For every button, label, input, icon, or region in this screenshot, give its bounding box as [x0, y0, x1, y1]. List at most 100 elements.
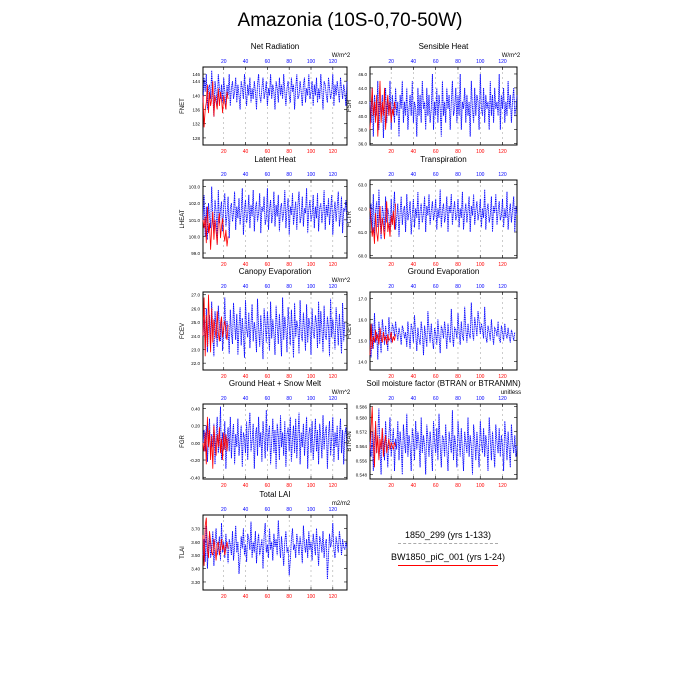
x-tick-label-bottom: 100: [307, 483, 316, 489]
x-tick-label-bottom: 60: [265, 483, 271, 489]
x-tick-label-top: 60: [433, 284, 439, 290]
legend-entry-ctrl: 1850_299 (yrs 1-133): [378, 530, 588, 552]
units-label: W/m^2: [332, 390, 351, 396]
y-tick-label: 132: [192, 122, 200, 127]
x-tick-label-top: 20: [221, 507, 227, 513]
x-tick-label-top: 60: [265, 507, 271, 513]
y-tick-label: 40.0: [358, 114, 367, 119]
x-tick-label-bottom: 20: [221, 262, 227, 268]
legend-swatch: [398, 543, 498, 544]
y-tick-label: 38.0: [358, 128, 367, 133]
x-tick-label-top: 100: [476, 172, 485, 178]
y-tick-label: 3.30: [191, 580, 200, 585]
y-tick-label: 27.0: [191, 293, 200, 298]
x-tick-label-top: 80: [455, 284, 461, 290]
x-tick-label-top: 120: [498, 396, 507, 402]
x-tick-label-top: 120: [329, 396, 338, 402]
x-tick-label-bottom: 20: [221, 594, 227, 600]
x-tick-label-top: 40: [243, 396, 249, 402]
panel-title: Canopy Evaporation: [239, 267, 312, 276]
y-tick-label: 63.0: [358, 183, 367, 188]
series-line-exp: [369, 323, 396, 356]
x-tick-label-top: 40: [243, 172, 249, 178]
x-tick-label-top: 100: [307, 507, 316, 513]
y-tick-label: 3.50: [191, 553, 200, 558]
x-tick-label-top: 120: [329, 59, 338, 65]
x-tick-label-top: 20: [221, 172, 227, 178]
y-tick-label: 42.0: [358, 100, 367, 105]
x-tick-label-bottom: 100: [476, 374, 485, 380]
x-tick-label-bottom: 120: [498, 262, 507, 268]
series-line-exp: [202, 206, 229, 250]
x-tick-label-top: 120: [498, 284, 507, 290]
x-tick-label-bottom: 100: [307, 149, 316, 155]
panel-title: Ground Evaporation: [408, 267, 480, 276]
x-tick-label-top: 80: [286, 59, 292, 65]
x-tick-label-top: 100: [307, 172, 316, 178]
y-tick-label: 3.70: [191, 526, 200, 531]
x-tick-label-top: 60: [433, 396, 439, 402]
series-line-exp: [202, 294, 229, 357]
x-tick-label-bottom: 20: [221, 149, 227, 155]
y-tick-label: -0.40: [190, 475, 201, 480]
units-label: W/m^2: [332, 53, 351, 59]
series-line-ctrl: [369, 302, 516, 360]
panel-title: Sensible Heat: [419, 42, 470, 51]
series-line-exp: [369, 406, 396, 468]
plot-frame: [369, 403, 518, 480]
y-tick-label: 25.0: [191, 320, 200, 325]
x-tick-label-bottom: 20: [388, 374, 394, 380]
y-tick-label: 101.0: [189, 218, 201, 223]
legend-swatch: [398, 565, 498, 566]
series-line-ctrl: [202, 406, 348, 469]
series-line-ctrl: [202, 70, 348, 117]
x-tick-label-bottom: 120: [329, 483, 338, 489]
y-tick-label: 0.548: [356, 473, 368, 478]
x-tick-label-bottom: 20: [388, 262, 394, 268]
x-tick-label-top: 80: [286, 396, 292, 402]
x-tick-label-bottom: 60: [265, 262, 271, 268]
x-tick-label-bottom: 40: [243, 483, 249, 489]
x-tick-label-bottom: 60: [433, 374, 439, 380]
x-tick-label-top: 20: [221, 396, 227, 402]
y-tick-label: 3.40: [191, 567, 200, 572]
x-tick-label-top: 100: [476, 396, 485, 402]
x-tick-label-bottom: 80: [286, 483, 292, 489]
x-tick-label-top: 120: [329, 172, 338, 178]
y-axis-label: LHEAT: [180, 209, 186, 228]
x-tick-label-bottom: 20: [388, 483, 394, 489]
x-tick-label-top: 100: [307, 396, 316, 402]
x-tick-label-bottom: 120: [498, 483, 507, 489]
x-tick-label-bottom: 80: [286, 262, 292, 268]
y-axis-label: BTRAN: [347, 431, 353, 451]
panel-title: Transpiration: [420, 155, 466, 164]
y-tick-label: 0.564: [356, 444, 368, 449]
y-tick-label: 22.0: [191, 361, 200, 366]
x-tick-label-bottom: 20: [388, 149, 394, 155]
x-tick-label-top: 40: [243, 507, 249, 513]
x-tick-label-bottom: 20: [221, 483, 227, 489]
legend: 1850_299 (yrs 1-133) BW1850_piC_001 (yrs…: [378, 530, 588, 574]
x-tick-label-bottom: 100: [307, 374, 316, 380]
x-tick-label-top: 100: [476, 59, 485, 65]
x-tick-label-bottom: 80: [455, 262, 461, 268]
x-tick-label-bottom: 100: [476, 483, 485, 489]
x-tick-label-bottom: 60: [265, 594, 271, 600]
x-tick-label-top: 60: [433, 59, 439, 65]
x-tick-label-top: 80: [455, 59, 461, 65]
x-tick-label-top: 80: [455, 396, 461, 402]
x-tick-label-bottom: 120: [329, 374, 338, 380]
x-tick-label-top: 60: [265, 396, 271, 402]
series-line-exp: [202, 416, 229, 469]
y-tick-label: 17.0: [358, 296, 367, 301]
y-tick-label: 16.0: [358, 317, 367, 322]
x-tick-label-bottom: 100: [476, 149, 485, 155]
plot-frame: [369, 179, 518, 259]
y-axis-label: TLAI: [180, 546, 186, 559]
panel-title: Soil moisture factor (BTRAN or BTRANMN): [366, 379, 521, 388]
x-tick-label-bottom: 80: [286, 594, 292, 600]
x-tick-label-bottom: 40: [411, 149, 417, 155]
series-line-exp: [202, 81, 229, 128]
units-label: W/m^2: [332, 278, 351, 284]
x-tick-label-bottom: 120: [329, 262, 338, 268]
